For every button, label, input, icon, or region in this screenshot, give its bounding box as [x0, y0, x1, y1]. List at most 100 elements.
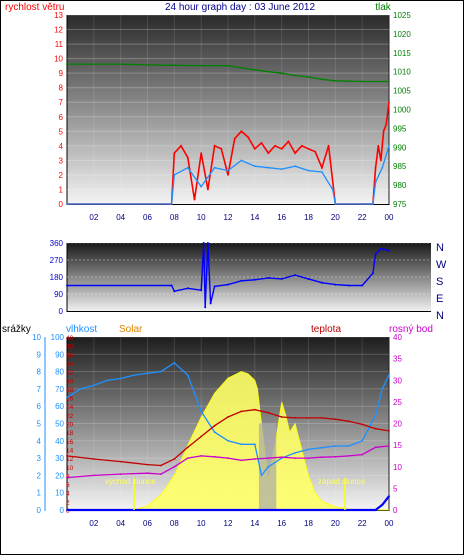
humidity-point	[388, 374, 390, 376]
pressure-point	[374, 80, 377, 83]
dewpoint-point	[347, 455, 350, 457]
wind_avg-point	[66, 203, 68, 205]
wind_speed-point	[374, 166, 377, 169]
pressure-point	[334, 79, 337, 82]
humidity-point	[119, 377, 122, 380]
humidity-point	[253, 443, 256, 446]
pressure-point	[267, 70, 270, 73]
hour-tick-label: 02	[89, 519, 98, 528]
wind-direction-point	[374, 253, 377, 256]
wind-speed-axis-title: rychlost větru	[5, 2, 64, 13]
temperature-tick-label: 22	[66, 413, 74, 420]
direction-tick-label: 180	[50, 273, 64, 282]
wind-direction-point	[240, 279, 243, 282]
temperature-point	[294, 417, 296, 419]
humidity-tick-label: 10	[55, 489, 64, 498]
wind-direction-point	[173, 290, 176, 293]
pressure-tick-label: 995	[393, 124, 407, 133]
temperature-point	[186, 446, 189, 449]
pressure-point	[66, 63, 68, 65]
wind_speed-point	[314, 150, 317, 153]
hour-tick-label: 04	[116, 519, 125, 528]
panel2-series	[66, 242, 390, 309]
humidity-point	[334, 445, 337, 447]
rain-line	[67, 495, 390, 512]
humidity-tick-label: 70	[55, 385, 64, 394]
hour-tick-label: 22	[358, 519, 367, 528]
wind_speed-point	[294, 152, 296, 155]
rain-axis-title: srážky	[2, 324, 31, 335]
dewpoint-point	[321, 456, 323, 459]
humidity-point	[79, 388, 82, 390]
humidity-tick-label: 20	[55, 471, 64, 480]
wind-speed-tick-label: 12	[54, 26, 63, 35]
humidity-tick-label: 40	[55, 437, 64, 446]
panel3-series	[66, 362, 390, 512]
wind_speed-point	[382, 130, 385, 133]
temperature-tick-label: 12	[66, 456, 74, 463]
humidity-point	[133, 374, 136, 376]
temperature-point	[160, 464, 162, 467]
dewpoint-tick-label: 10	[393, 463, 402, 472]
temperature-point	[227, 416, 229, 418]
pressure-tick-label: 1015	[393, 49, 411, 58]
wind-speed-tick-label: 11	[55, 40, 64, 49]
wind-direction-point	[213, 285, 216, 288]
wind_speed-point	[280, 147, 283, 150]
wind-speed-tick-label: 5	[59, 127, 64, 136]
temperature-point	[92, 458, 95, 460]
pressure-tick-label: 985	[393, 162, 407, 171]
temperature-tick-label: 30	[66, 378, 74, 385]
temperature-point	[374, 427, 377, 430]
direction-tick-label: 0	[59, 307, 64, 316]
wind_speed-point	[233, 137, 236, 140]
temperature-tick-label: 34	[66, 361, 74, 368]
wind_speed-point	[327, 144, 330, 147]
humidity-point	[240, 443, 243, 446]
wind_avg-point	[294, 165, 296, 168]
temperature-tick-label: 38	[66, 344, 74, 351]
temperature-point	[347, 420, 350, 423]
dewpoint-point	[374, 446, 377, 449]
temperature-point	[66, 455, 68, 457]
rain-tick-label: 10	[32, 333, 41, 342]
rain-point	[374, 509, 377, 511]
dewpoint-tick-label: 30	[393, 376, 402, 385]
humidity-point	[294, 452, 296, 454]
panel2-tick-labels: 0 90 180 270 360	[50, 239, 64, 316]
hour-tick-label: 08	[170, 213, 179, 222]
hour-tick-label: 20	[331, 213, 340, 222]
wind_avg-point	[213, 166, 216, 169]
wind-speed-tick-label: 2	[59, 171, 64, 180]
wind_speed-point	[227, 174, 229, 176]
humidity-point	[213, 431, 216, 433]
dewpoint-point	[240, 459, 243, 462]
hour-tick-label: 16	[277, 519, 286, 528]
pressure-point	[294, 74, 296, 77]
wind_speed-point	[274, 144, 276, 147]
hour-tick-label: 12	[224, 213, 233, 222]
humidity-point	[173, 362, 176, 364]
humidity-tick-label: 30	[55, 454, 64, 463]
rain-tick-label: 6	[37, 402, 42, 411]
dewpoint-axis-title: rosný bod	[389, 324, 433, 335]
panel1-gridlines	[67, 14, 390, 204]
humidity-point	[66, 396, 68, 399]
page-title: 24 hour graph day : 03 June 2012	[165, 2, 316, 13]
humidity-point	[260, 474, 263, 477]
wind_speed-point	[253, 147, 256, 150]
humidity-point	[321, 446, 323, 449]
dewpoint-point	[388, 445, 390, 447]
wind-speed-tick-label: 7	[59, 98, 64, 107]
wind_avg-point	[374, 181, 377, 184]
rain-tick-label: 8	[37, 368, 42, 377]
pressure-tick-label: 1005	[393, 87, 411, 96]
wind-speed-tick-label: 4	[59, 142, 64, 151]
sunrise-label: východ slunce	[105, 477, 156, 486]
wind_avg-point	[381, 166, 384, 169]
wind_avg-point	[280, 168, 283, 171]
dewpoint-point	[160, 473, 162, 475]
